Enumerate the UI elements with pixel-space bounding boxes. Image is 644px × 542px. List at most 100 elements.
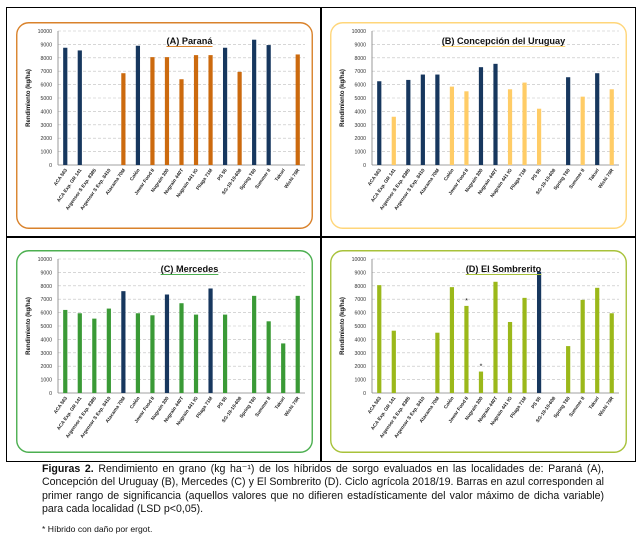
bar [193,55,199,166]
bar [464,91,469,165]
y-tick-label: 0 [49,391,52,397]
bar [420,74,425,165]
y-tick-label: 5000 [354,96,366,102]
bar [377,285,382,393]
y-tick-label: 10000 [38,29,53,35]
bar [266,321,271,393]
y-tick-label: 6000 [40,83,52,89]
bar [121,291,126,393]
bar [464,305,469,393]
y-tick-label: 10000 [352,257,367,263]
bar [507,89,513,165]
bar [449,86,455,165]
y-tick-label: 5000 [354,324,366,330]
bar [377,81,382,165]
y-tick-label: 9000 [354,270,366,276]
y-tick-label: 6000 [354,83,366,89]
bar [135,313,141,393]
chart-parana: 0 1000 2000 3000 4000 5000 6000 7000 8000 9000 100… [16,22,313,229]
bar [77,313,82,393]
bar [222,47,228,165]
bar [609,313,614,393]
y-tick-label: 2000 [354,364,366,370]
caption-label: Figuras 2. [42,463,94,475]
bar [164,294,170,393]
bar [266,45,271,165]
bar [252,295,257,393]
bar [179,79,184,165]
chart-title: (B) Concepción del Uruguay [442,36,566,46]
bar [63,309,68,393]
bar [406,79,411,165]
bar [522,297,527,393]
bar [522,82,527,165]
y-tick-label: 7000 [40,297,52,303]
bar [595,287,600,393]
bar [92,318,97,393]
bar [106,308,111,393]
ergot-annotation: * [465,298,468,305]
y-tick-label: 1000 [354,150,366,156]
y-tick-label: 6000 [40,311,52,317]
caption-text: Rendimiento en grano (kg ha⁻¹) de los hí… [42,463,604,516]
bar [595,73,600,165]
y-axis-label: Rendimiento (kg/ha) [340,69,346,127]
y-tick-label: 10000 [352,29,367,35]
chart-title: (A) Paraná [167,36,214,46]
y-tick-label: 3000 [40,351,52,357]
bar [135,45,141,165]
y-tick-label: 8000 [40,284,52,290]
bar [295,54,300,166]
bar [566,346,571,393]
y-tick-label: 9000 [40,270,52,276]
figure-grid [6,7,636,462]
y-tick-label: 6000 [354,311,366,317]
footnote: * Híbrido con daño por ergot. [42,524,153,534]
y-tick-label: 4000 [40,337,52,343]
chart-el-sombrerito: 0 1000 2000 3000 4000 5000 6000 7000 8000 9000 100… [330,250,627,453]
y-tick-label: 0 [363,391,366,397]
bar [63,47,68,165]
bar [179,303,184,393]
y-tick-label: 3000 [354,351,366,357]
y-tick-label: 2000 [354,136,366,142]
y-tick-label: 8000 [40,56,52,62]
bar [237,71,242,165]
y-tick-label: 8000 [354,56,366,62]
figure-caption: Figuras 2. Rendimiento en grano (kg ha⁻¹… [42,463,604,517]
y-tick-label: 1000 [354,378,366,384]
bar [580,299,585,393]
grid-divider-horizontal [7,236,635,238]
chart-concepcion-del-uruguay: 0 1000 2000 3000 4000 5000 6000 7000 8000 9000 100… [330,22,627,229]
y-tick-label: 2000 [40,136,52,142]
chart-frame [16,250,313,453]
y-tick-label: 8000 [354,284,366,290]
y-axis-label: Rendimiento (kg/ha) [340,297,346,355]
y-tick-label: 5000 [40,324,52,330]
bar [121,73,126,165]
grid-divider-vertical [320,8,322,461]
bar [507,321,513,393]
bar [208,55,213,166]
bar [252,39,257,165]
bar [150,57,155,165]
bar [281,343,286,393]
chart-title: (D) El Sombrerito [466,264,542,274]
bar [536,108,542,165]
chart-title: (C) Mercedes [161,264,219,274]
bar [164,57,170,165]
chart-frame [330,250,627,453]
bar [435,332,440,393]
bar [566,77,571,165]
y-tick-label: 4000 [354,337,366,343]
y-tick-label: 7000 [354,69,366,75]
chart-frame [330,22,627,229]
bar [150,315,155,393]
y-tick-label: 4000 [40,109,52,115]
y-tick-label: 1000 [40,150,52,156]
bar [493,281,498,393]
y-tick-label: 0 [49,163,52,169]
y-tick-label: 7000 [40,69,52,75]
y-tick-label: 3000 [354,123,366,129]
y-tick-label: 1000 [40,378,52,384]
